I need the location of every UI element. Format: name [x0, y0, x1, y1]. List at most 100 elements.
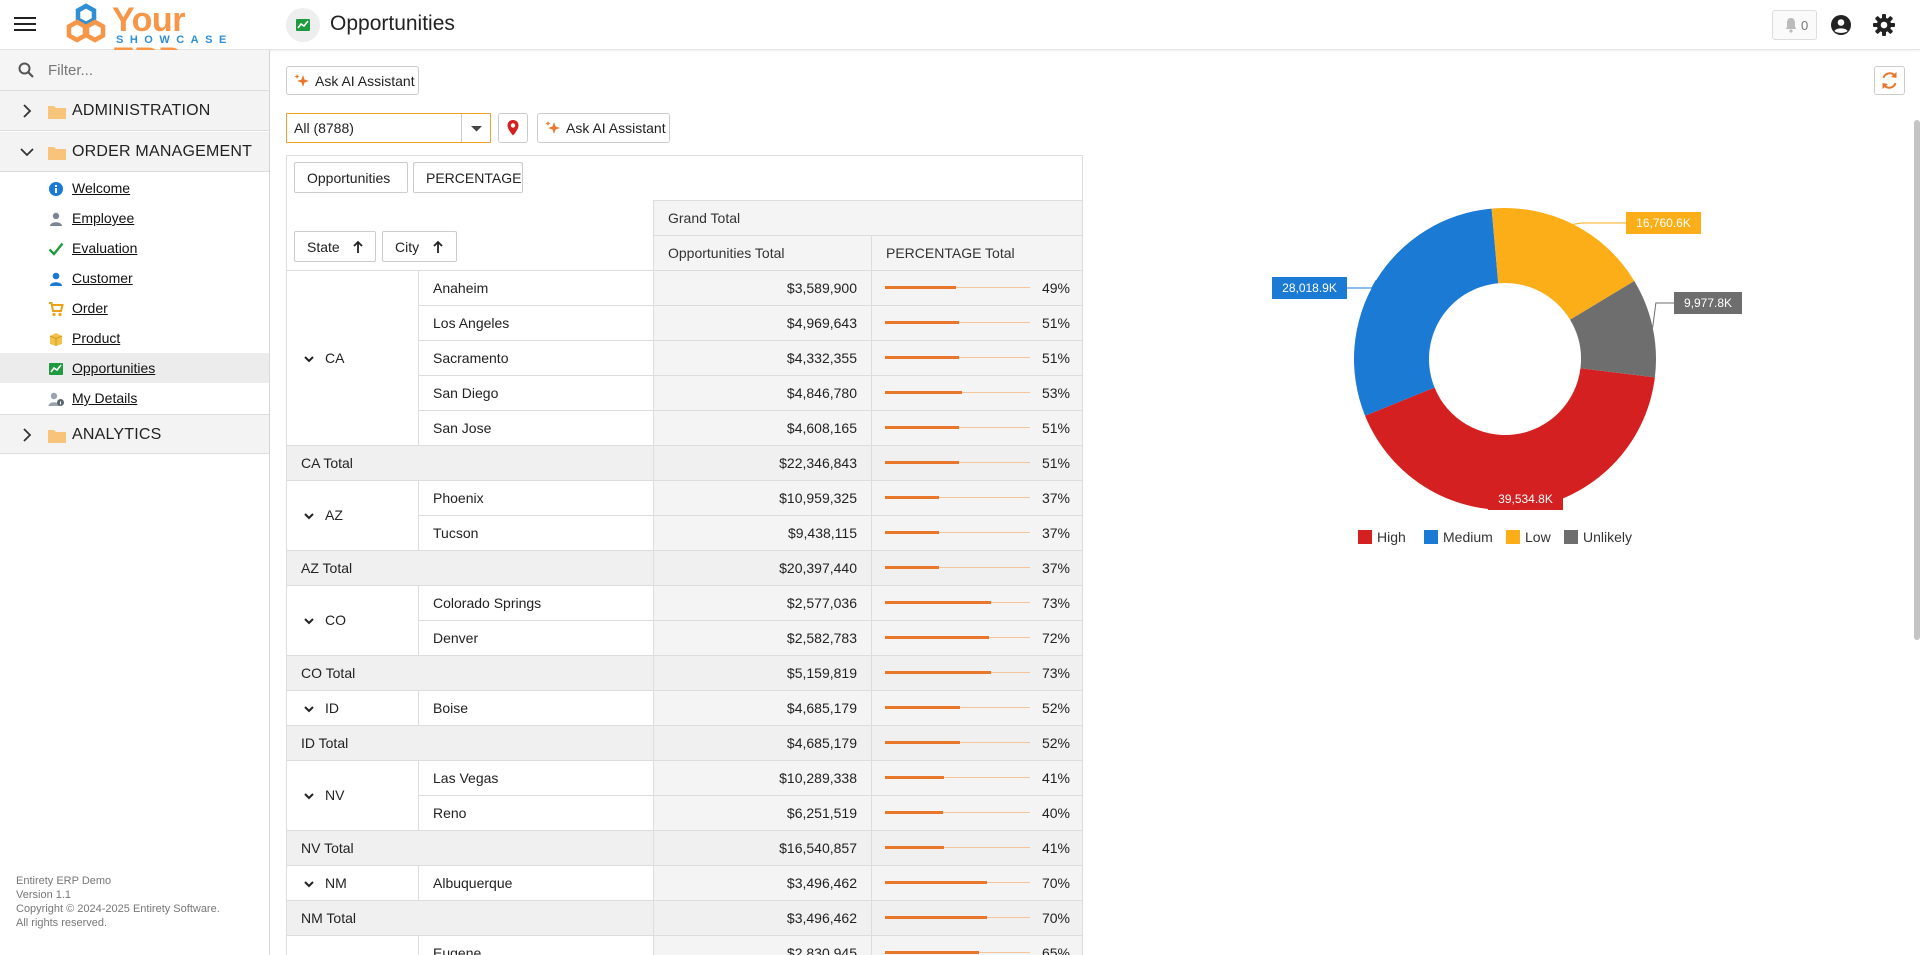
- opportunities-total-cell: $4,685,179: [653, 726, 871, 761]
- legend-swatch: [1506, 530, 1520, 544]
- percentage-bar-track: [885, 847, 1030, 848]
- percentage-bar-track: [885, 497, 1030, 498]
- sidebar-item-evaluation[interactable]: Evaluation: [0, 233, 269, 263]
- sidebar-item-employee[interactable]: Employee: [0, 203, 269, 233]
- dropdown-toggle[interactable]: [461, 114, 490, 142]
- sidebar-item-my-details[interactable]: My Details: [0, 383, 269, 413]
- opportunities-cell: $4,969,643: [653, 306, 871, 341]
- chevron-down-icon: [304, 618, 314, 625]
- search-icon: [18, 62, 34, 78]
- opportunities-total-value: $3,496,462: [786, 910, 857, 926]
- donut-slice-high[interactable]: [1365, 368, 1655, 511]
- percentage-bar: [885, 706, 961, 709]
- state-name: AZ: [325, 507, 343, 523]
- state-name: NM: [325, 874, 347, 891]
- hamburger-menu-icon[interactable]: [14, 15, 36, 33]
- sort-ascending-icon: [353, 240, 363, 253]
- percentage-bar: [885, 356, 959, 359]
- slice-value-label: 39,534.8K: [1498, 492, 1553, 506]
- state-group-cell[interactable]: AZ: [287, 481, 418, 551]
- filter-select[interactable]: All (8788): [286, 113, 491, 143]
- sidebar-filter-input[interactable]: [46, 59, 256, 81]
- total-label-cell: NM Total: [287, 901, 653, 936]
- cart-icon: [49, 302, 64, 317]
- percentage-bar: [885, 811, 943, 814]
- sidebar-item-product[interactable]: Product: [0, 323, 269, 353]
- donut-slice-unlikely[interactable]: [1570, 281, 1656, 378]
- info-icon: [49, 182, 63, 196]
- sidebar-group-order-management[interactable]: ORDER MANAGEMENT: [0, 132, 269, 172]
- column-header-opportunities[interactable]: Opportunities Total: [653, 236, 871, 271]
- caret-down-icon: [471, 126, 482, 132]
- percentage-bar: [885, 321, 959, 324]
- sidebar-group-label: ANALYTICS: [72, 426, 162, 443]
- sort-ascending-icon: [433, 240, 443, 253]
- ask-ai-assistant-button-2[interactable]: Ask AI Assistant: [537, 113, 670, 143]
- percentage-bar: [885, 776, 945, 779]
- opportunities-total-cell: $20,397,440: [653, 551, 871, 586]
- opportunities-cell: $10,959,325: [653, 481, 871, 516]
- sidebar: ADMINISTRATION ORDER MANAGEMENT Welcome …: [0, 50, 270, 955]
- opportunities-value: $4,685,179: [786, 700, 857, 716]
- opportunities-value: $10,289,338: [779, 770, 857, 786]
- legend-swatch: [1564, 530, 1578, 544]
- map-pin-button[interactable]: [498, 113, 528, 143]
- percentage-bar: [885, 461, 959, 464]
- user-account-icon[interactable]: [1830, 14, 1852, 36]
- data-field-opportunities[interactable]: Opportunities: [294, 162, 408, 193]
- donut-slice-medium[interactable]: [1354, 208, 1499, 416]
- sidebar-item-label: My Details: [72, 390, 138, 406]
- data-field-percentage[interactable]: PERCENTAGE: [413, 162, 523, 193]
- table-row: Phoenix $10,959,325 37%: [287, 481, 1082, 516]
- row-field-city[interactable]: City: [382, 231, 457, 262]
- percentage-total-cell: 73%: [871, 656, 1082, 691]
- percentage-bar: [885, 426, 959, 429]
- sidebar-item-welcome[interactable]: Welcome: [0, 173, 269, 203]
- employee-icon: [50, 212, 62, 226]
- ask-ai-assistant-button[interactable]: Ask AI Assistant: [286, 66, 419, 95]
- sidebar-item-order[interactable]: Order: [0, 293, 269, 323]
- refresh-button[interactable]: [1874, 66, 1905, 95]
- state-group-cell[interactable]: NM: [287, 866, 418, 901]
- state-group-cell[interactable]: [287, 936, 418, 955]
- logo-sub-text: SHOWCASE: [116, 34, 233, 46]
- field-label: Opportunities: [307, 170, 391, 186]
- percentage-bar-track: [885, 812, 1030, 813]
- percentage-bar-track: [885, 567, 1030, 568]
- app-logo[interactable]: Your ERP SHOWCASE: [64, 1, 259, 79]
- slice-label-connector: [1573, 222, 1626, 225]
- city-cell: Sacramento: [418, 341, 654, 376]
- map-pin-icon: [507, 120, 519, 136]
- donut-slice-low[interactable]: [1491, 208, 1635, 320]
- slice-label-box: [1626, 212, 1701, 234]
- percentage-cell: 37%: [871, 481, 1082, 516]
- row-field-state[interactable]: State: [294, 231, 376, 262]
- table-row: Reno $6,251,519 40%: [287, 796, 1082, 831]
- sidebar-group-administration[interactable]: ADMINISTRATION: [0, 91, 269, 131]
- refresh-icon: [1882, 72, 1897, 89]
- sidebar-item-opportunities[interactable]: Opportunities: [0, 353, 269, 383]
- city-cell: Las Vegas: [418, 761, 654, 796]
- percentage-total-cell: 52%: [871, 726, 1082, 761]
- grand-total-header: Grand Total: [653, 200, 1082, 236]
- total-row: NM Total $3,496,462 70%: [287, 901, 1082, 936]
- sidebar-group-label: ADMINISTRATION: [72, 102, 211, 119]
- column-header-percentage[interactable]: PERCENTAGE Total: [871, 236, 1082, 271]
- legend-label: Low: [1525, 529, 1551, 545]
- percentage-total-value: 41%: [1041, 840, 1070, 856]
- percentage-bar-track: [885, 287, 1030, 288]
- opportunities-total-value: $22,346,843: [779, 455, 857, 471]
- city-name: Sacramento: [433, 350, 509, 366]
- slice-label-connector: [1347, 280, 1377, 289]
- opportunities-value: $6,251,519: [786, 805, 857, 821]
- state-group-cell[interactable]: CA: [287, 271, 418, 446]
- sidebar-item-customer[interactable]: Customer: [0, 263, 269, 293]
- gear-icon[interactable]: [1872, 13, 1896, 37]
- bell-icon: [1785, 18, 1797, 33]
- state-group-cell[interactable]: ID: [287, 691, 418, 726]
- notifications-button[interactable]: 0: [1772, 10, 1817, 40]
- state-group-cell[interactable]: NV: [287, 761, 418, 831]
- page-scrollbar[interactable]: [1914, 120, 1920, 640]
- sidebar-group-analytics[interactable]: ANALYTICS: [0, 414, 269, 454]
- state-group-cell[interactable]: CO: [287, 586, 418, 656]
